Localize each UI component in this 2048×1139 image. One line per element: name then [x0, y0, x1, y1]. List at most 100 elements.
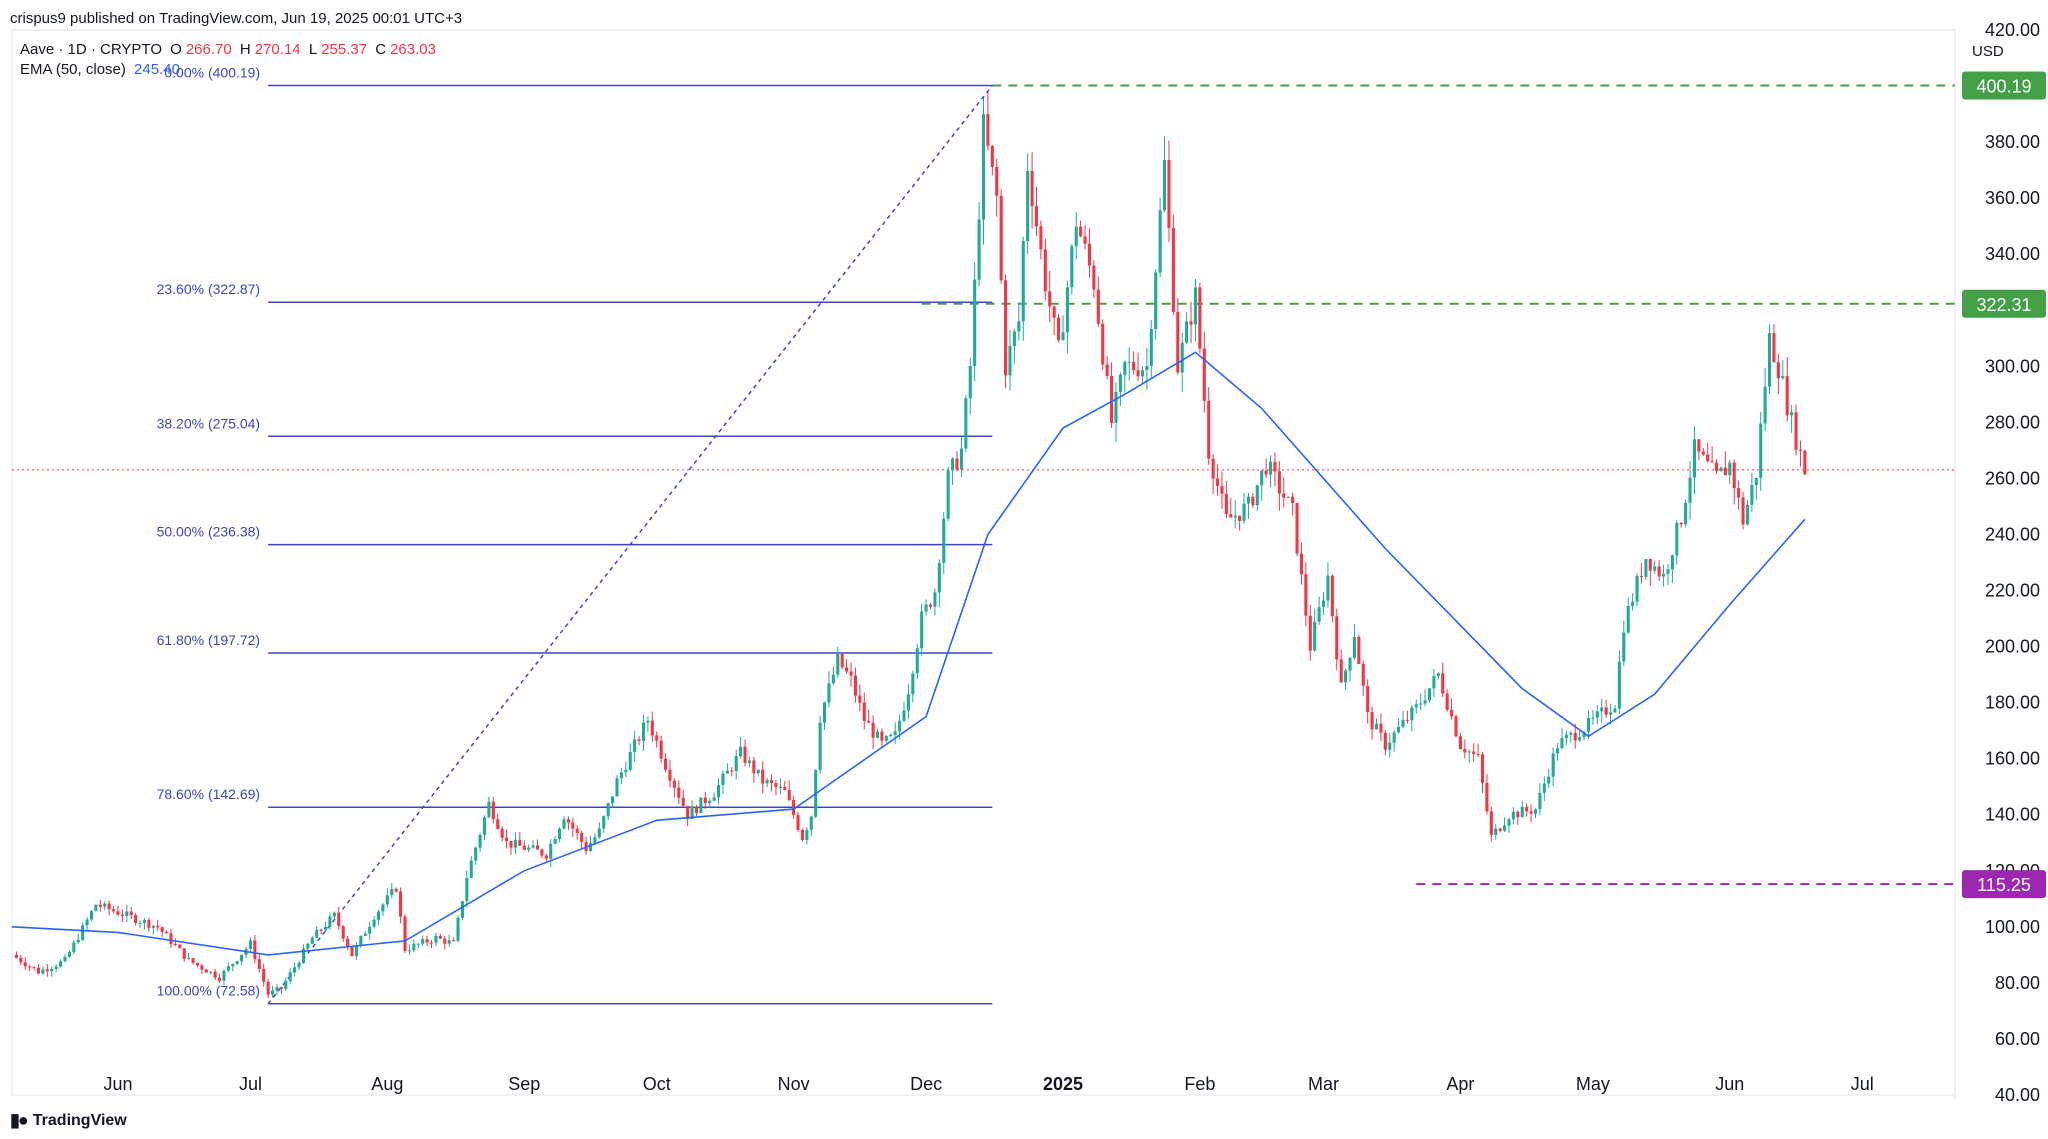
candle-body	[19, 957, 23, 963]
candle-body	[434, 936, 438, 943]
ema-label[interactable]: EMA (50, close)	[20, 61, 126, 78]
candle-body	[319, 929, 323, 931]
candle-body	[63, 956, 67, 962]
candle-body	[76, 939, 80, 943]
candle-body	[915, 648, 919, 674]
fib-level-label: 0.00% (400.19)	[164, 65, 260, 81]
candle-body	[1043, 249, 1047, 292]
key-level-badge	[1962, 289, 2046, 318]
candle-body	[769, 780, 774, 784]
candle-body	[893, 731, 897, 735]
candle-body	[862, 702, 866, 721]
candle-body	[359, 935, 363, 946]
candle-body	[1564, 734, 1568, 739]
candle-body	[173, 944, 177, 946]
candle-body	[933, 592, 937, 607]
candle-body	[1321, 600, 1326, 608]
candle-body	[293, 967, 297, 973]
y-tick-label: 140.00	[1985, 805, 2040, 825]
candle-body	[226, 966, 230, 971]
candle-body	[840, 653, 844, 668]
candle-body	[169, 933, 173, 945]
candle-body	[1485, 782, 1489, 812]
candle-body	[792, 800, 796, 816]
candle-body	[1662, 573, 1666, 577]
candle-body	[1697, 439, 1701, 452]
fib-level-label: 50.00% (236.38)	[157, 524, 261, 540]
candle-body	[1511, 811, 1515, 820]
candle-body	[1127, 361, 1131, 363]
candle-body	[800, 829, 804, 841]
candle-body	[98, 904, 102, 907]
y-tick-label: 360.00	[1985, 188, 2040, 208]
candle-body	[505, 837, 509, 841]
candle-body	[1101, 323, 1105, 365]
candle-body	[323, 926, 328, 931]
candle-body	[959, 448, 963, 470]
candle-body	[350, 947, 354, 957]
candle-body	[103, 903, 107, 907]
candle-body	[796, 815, 800, 830]
candle-body	[1441, 673, 1445, 694]
candle-body	[67, 952, 71, 957]
candle-body	[1790, 412, 1794, 416]
candle-body	[465, 877, 469, 902]
candle-body	[14, 954, 18, 958]
candle-body	[474, 847, 478, 861]
candle-body	[218, 977, 222, 981]
candle-body	[1158, 210, 1162, 273]
candle-body	[368, 926, 372, 934]
key-level-badge-label: 115.25	[1977, 875, 2031, 895]
candle-body	[1379, 723, 1383, 733]
candle-body	[1639, 576, 1644, 578]
candle-body	[279, 987, 283, 989]
tradingview-logo-icon: ▮●	[10, 1110, 29, 1130]
candle-body	[1344, 670, 1348, 683]
publish-info: crispus9 published on TradingView.com, J…	[10, 10, 463, 27]
candle-body	[160, 927, 164, 932]
candle-body	[469, 860, 473, 878]
candle-body	[1317, 607, 1321, 622]
candle-body	[403, 916, 407, 951]
ema-legend: EMA (50, close) 245.40	[20, 60, 184, 80]
candle-body	[1741, 497, 1745, 525]
candle-body	[527, 847, 531, 850]
candle-body	[1251, 496, 1255, 506]
candle-body	[580, 832, 584, 843]
candle-body	[72, 942, 76, 953]
candle-body	[125, 911, 129, 917]
candle-body	[1061, 332, 1065, 341]
candle-body	[1339, 659, 1343, 683]
tradingview-logo[interactable]: ▮● TradingView	[10, 1110, 127, 1131]
candle-body	[951, 458, 955, 471]
candle-body	[911, 673, 915, 695]
symbol-name[interactable]: Aave · 1D · CRYPTO	[20, 41, 162, 58]
y-tick-label: 160.00	[1985, 749, 2040, 769]
candle-body	[1405, 719, 1409, 721]
x-tick-label: Jun	[1715, 1074, 1744, 1094]
candle-body	[990, 145, 994, 167]
candle-body	[270, 990, 275, 995]
candle-body	[1017, 321, 1021, 332]
candle-body	[1754, 478, 1758, 486]
candle-body	[306, 943, 310, 949]
candle-body	[1185, 321, 1189, 343]
candle-body	[363, 933, 367, 936]
candle-body	[765, 780, 769, 784]
candle-body	[1277, 471, 1281, 494]
candle-body	[566, 819, 570, 823]
candle-body	[1803, 450, 1807, 475]
candle-body	[1684, 502, 1688, 525]
candle-body	[1176, 311, 1180, 373]
candle-body	[1163, 160, 1167, 211]
candle-body	[36, 967, 41, 974]
candle-body	[1591, 717, 1595, 719]
candle-body	[1132, 361, 1136, 371]
candle-body	[460, 901, 464, 918]
candle-body	[924, 604, 928, 612]
y-tick-label: 340.00	[1985, 244, 2040, 264]
candle-body	[156, 925, 160, 928]
candle-body	[1357, 636, 1361, 664]
candle-body	[1087, 243, 1092, 266]
